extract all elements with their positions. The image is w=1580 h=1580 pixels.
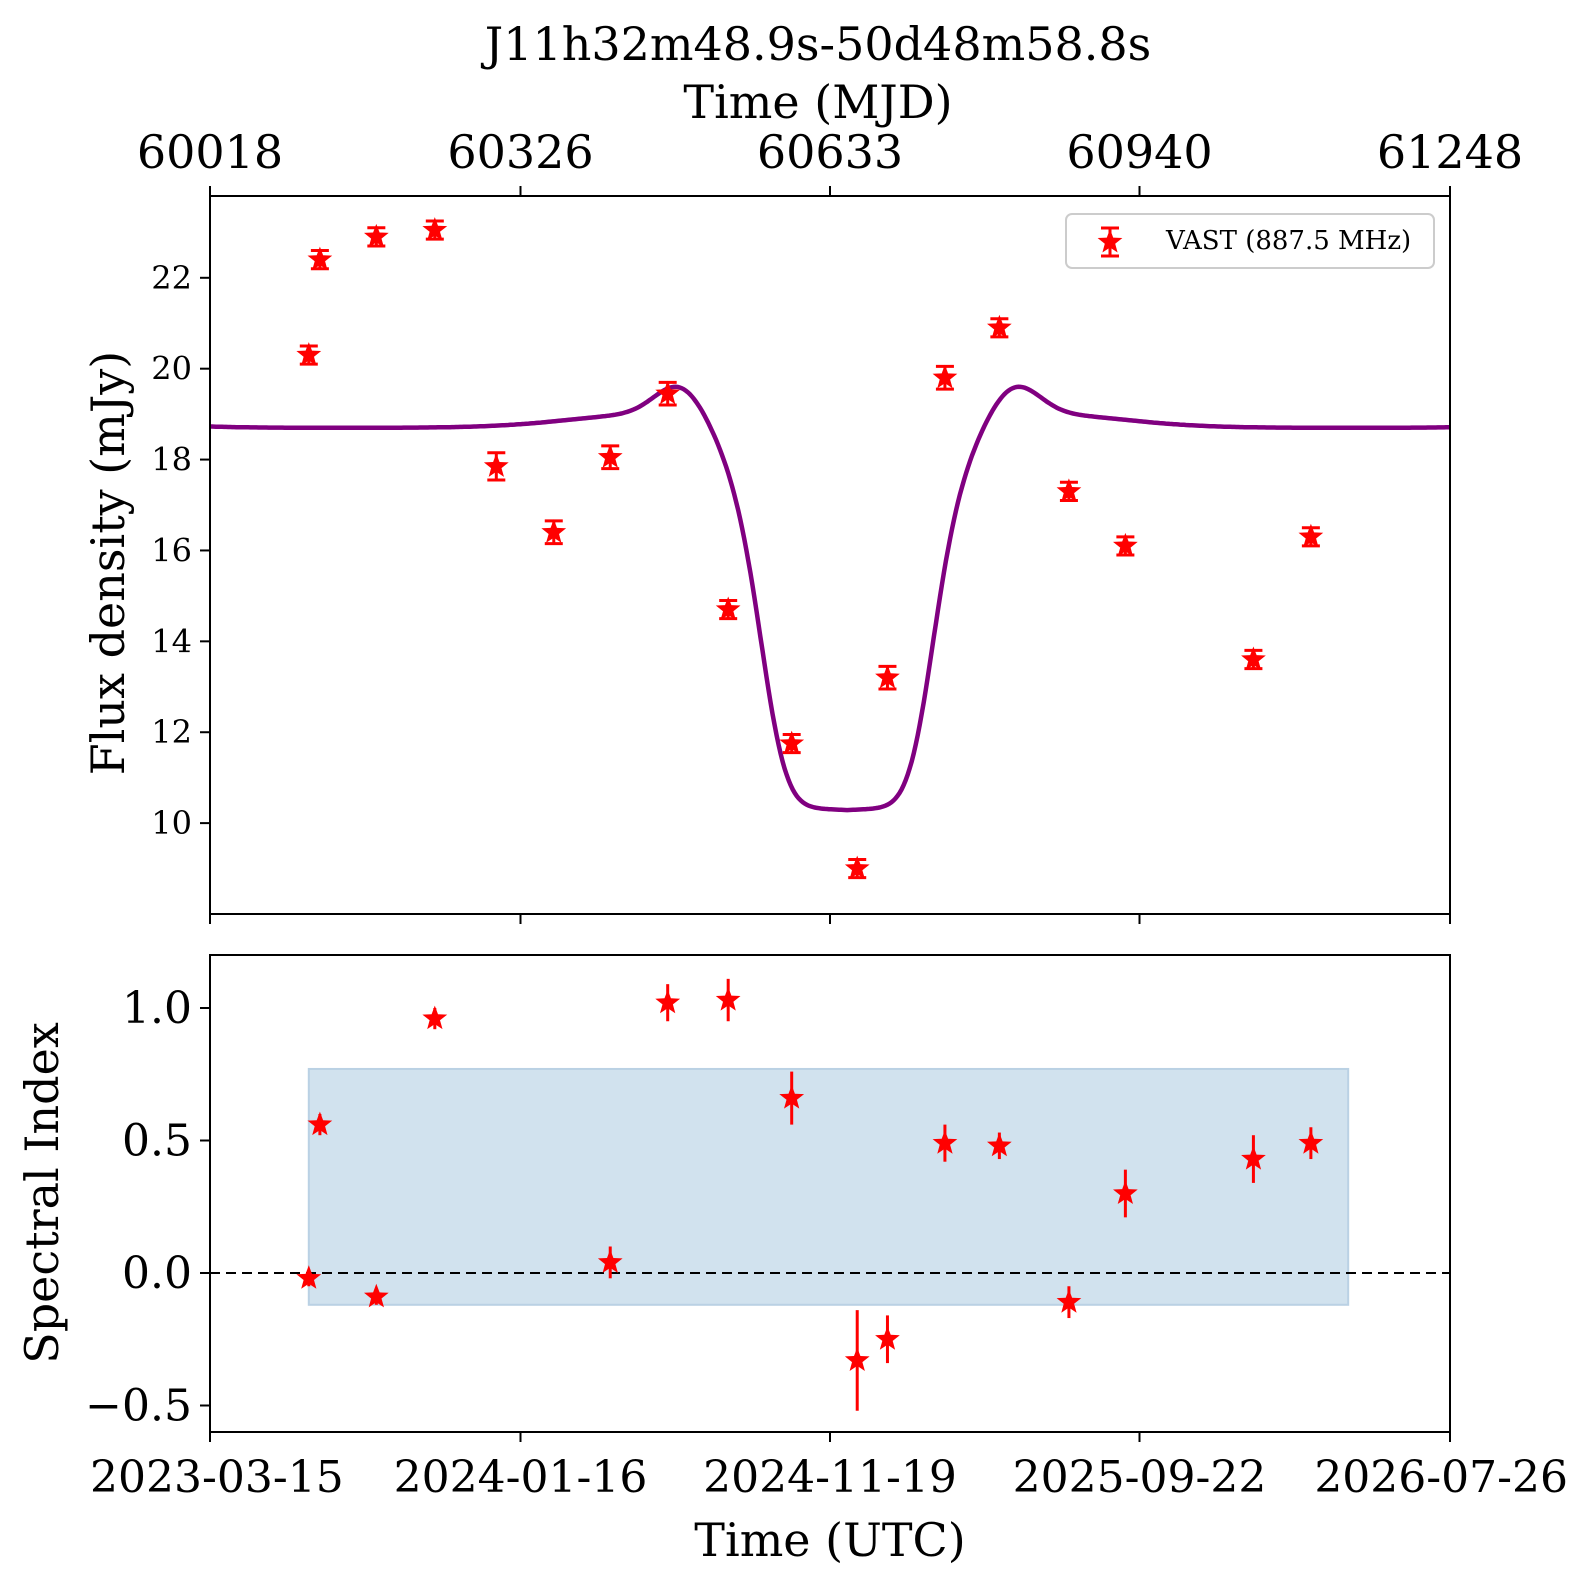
flux-y-tick-label: 22 bbox=[151, 259, 192, 297]
chart-title: J11h32m48.9s-50d48m58.8s bbox=[481, 17, 1151, 71]
spectral-y-tick-label: 0.5 bbox=[122, 1116, 192, 1167]
time-utc-axis-label: Time (UTC) bbox=[694, 1513, 965, 1567]
spectral-index-point bbox=[655, 989, 681, 1014]
spectral-index-point bbox=[844, 1347, 870, 1371]
spectral-index-point bbox=[597, 1249, 623, 1273]
spectral-y-tick-label: −0.5 bbox=[85, 1381, 192, 1432]
legend-box bbox=[1065, 213, 1435, 269]
spectral-index-point bbox=[1056, 1289, 1082, 1313]
mjd-tick-label: 60633 bbox=[757, 125, 903, 179]
spectral-y-tick-label: 1.0 bbox=[122, 983, 192, 1034]
flux-point bbox=[875, 664, 900, 689]
spectral-index-point bbox=[296, 1265, 322, 1289]
flux-point bbox=[844, 855, 870, 880]
utc-x-tick-label: 2024-01-16 bbox=[394, 1452, 648, 1503]
mjd-tick-label: 60940 bbox=[1066, 125, 1212, 179]
flux-y-tick-label: 18 bbox=[151, 441, 192, 479]
flux-point bbox=[1056, 478, 1082, 502]
utc-x-tick-label: 2025-09-22 bbox=[1013, 1452, 1267, 1503]
flux-point bbox=[932, 364, 958, 389]
flux-point bbox=[422, 217, 448, 241]
spectral-panel-frame bbox=[209, 954, 1451, 1433]
spectral-index-point bbox=[364, 1283, 389, 1308]
flux-point bbox=[779, 730, 805, 755]
flux-point bbox=[1298, 523, 1324, 548]
legend-label: VAST (887.5 MHz) bbox=[1165, 226, 1411, 256]
spectral-index-point bbox=[422, 1005, 448, 1030]
spectral-panel-ticks: 1.0 0.5 0.0 −0.5 2023-03-15 2024-01-16 2024-11… bbox=[85, 983, 1568, 1503]
flux-panel-ticks: 60018 60326 60633 60940 61248 10 12 14 16 18 20 22 bbox=[137, 125, 1523, 924]
spectral-index-point bbox=[715, 987, 741, 1011]
flux-point bbox=[307, 246, 333, 271]
spectral-index-point bbox=[987, 1132, 1012, 1157]
mjd-tick-label: 61248 bbox=[1377, 125, 1523, 179]
flux-y-tick-label: 20 bbox=[151, 350, 192, 388]
flux-point bbox=[364, 223, 389, 248]
flux-point bbox=[483, 453, 509, 477]
flux-panel-frame bbox=[209, 195, 1451, 915]
flux-y-tick-label: 12 bbox=[151, 713, 192, 751]
model-curve-group bbox=[210, 384, 1450, 813]
spectral-index-point bbox=[932, 1130, 958, 1154]
utc-x-tick-label: 2026-07-26 bbox=[1314, 1452, 1568, 1503]
mjd-tick-label: 60326 bbox=[447, 125, 593, 179]
spectral-index-point bbox=[779, 1085, 805, 1109]
flux-point bbox=[655, 380, 681, 405]
flux-point bbox=[597, 444, 623, 468]
legend-star-marker bbox=[1097, 226, 1123, 258]
flux-y-tick-label: 16 bbox=[151, 531, 192, 569]
utc-x-tick-label: 2023-03-15 bbox=[90, 1452, 344, 1503]
flux-point bbox=[296, 342, 322, 366]
spectral-y-tick-label: 0.0 bbox=[122, 1248, 192, 1299]
flux-y-tick-label: 10 bbox=[151, 804, 192, 842]
flux-point bbox=[541, 519, 567, 543]
spectral-index-point bbox=[1113, 1180, 1138, 1204]
spectral-index-panel: 1.0 0.5 0.0 −0.5 2023-03-15 2024-01-16 2024-11… bbox=[15, 954, 1568, 1567]
spectral-index-point bbox=[1298, 1130, 1324, 1154]
utc-x-tick-label: 2024-11-19 bbox=[703, 1452, 957, 1503]
legend: VAST (887.5 MHz) bbox=[1065, 213, 1435, 269]
spectral-index-band bbox=[307, 1067, 1350, 1306]
flux-point bbox=[715, 596, 741, 620]
spectral-index-point bbox=[875, 1326, 900, 1350]
spectral-points-group bbox=[296, 978, 1324, 1411]
spectral-index-point bbox=[1241, 1146, 1266, 1170]
legend-star bbox=[1097, 229, 1123, 253]
flux-point bbox=[1241, 646, 1266, 670]
flux-point bbox=[987, 314, 1012, 339]
mjd-tick-label: 60018 bbox=[137, 125, 283, 179]
flux-points-group bbox=[296, 217, 1324, 880]
spectral-index-point bbox=[307, 1111, 333, 1136]
flux-y-tick-label: 14 bbox=[151, 622, 192, 660]
spectral-index-axis-label: Spectral Index bbox=[15, 1022, 69, 1364]
flux-axis-label: Flux density (mJy) bbox=[81, 351, 135, 775]
model-curve bbox=[210, 384, 1450, 813]
flux-panel: 60018 60326 60633 60940 6124810121416182022 … bbox=[81, 125, 1523, 924]
top-axis-label: Time (MJD) bbox=[683, 75, 952, 129]
flux-point bbox=[1113, 532, 1138, 557]
